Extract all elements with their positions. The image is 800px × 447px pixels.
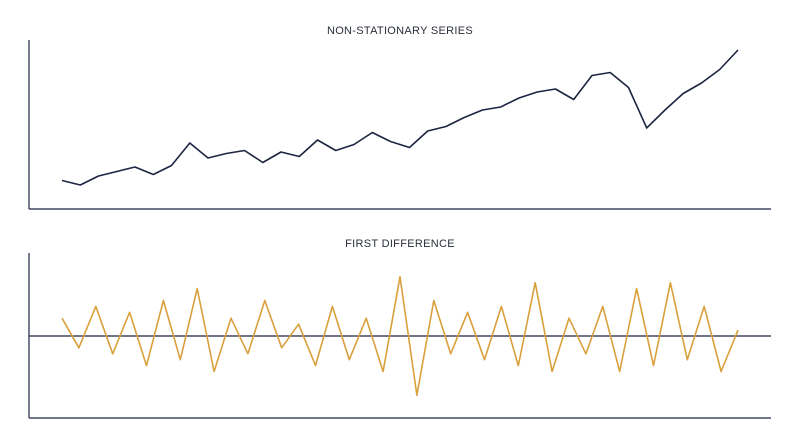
chart-title-top: NON-STATIONARY SERIES (326, 25, 474, 37)
series-line-1 (61, 49, 739, 186)
series-line-2 (61, 275, 739, 397)
chart-title-bottom: FIRST DIFFERENCE (345, 238, 455, 250)
